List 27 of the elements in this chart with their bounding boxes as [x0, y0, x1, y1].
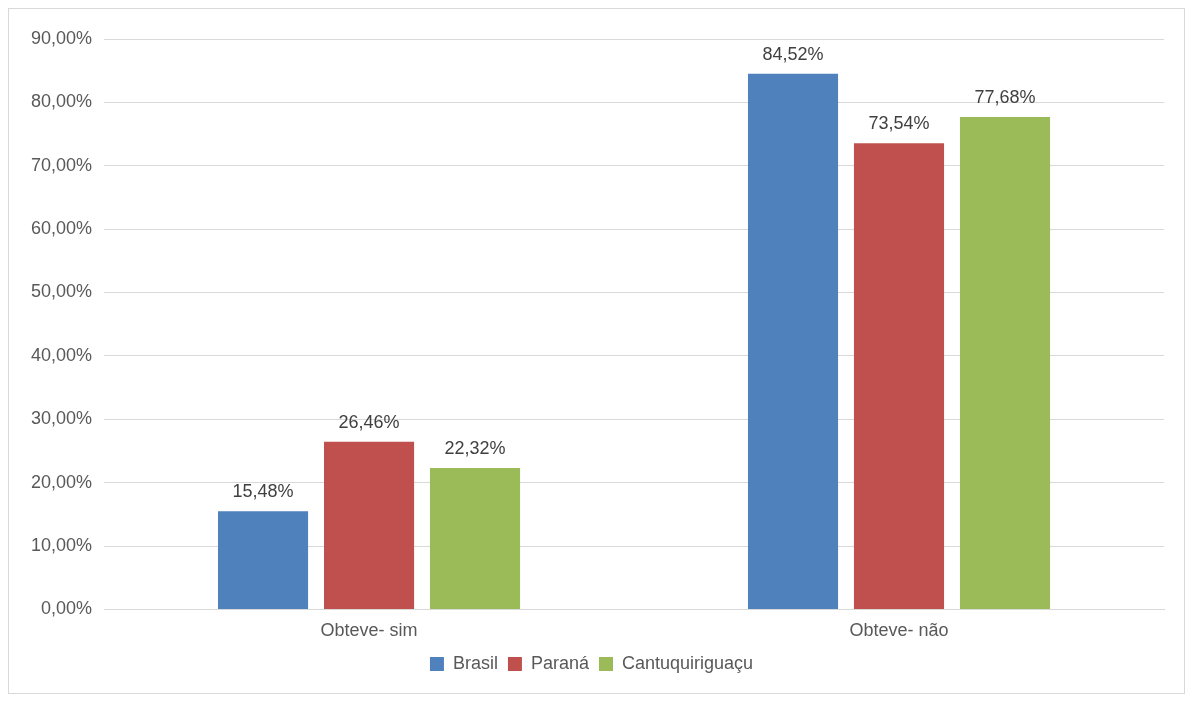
- data-label: 73,54%: [868, 113, 930, 134]
- bar: [429, 467, 521, 609]
- y-tick-label: 80,00%: [30, 91, 93, 112]
- y-tick-label: 60,00%: [30, 218, 93, 239]
- bar: [853, 143, 945, 609]
- data-label: 77,68%: [974, 87, 1036, 108]
- bar: [217, 511, 309, 609]
- data-label: 15,48%: [232, 481, 294, 502]
- y-tick-label: 50,00%: [30, 281, 93, 302]
- y-tick-label: 30,00%: [30, 408, 93, 429]
- y-tick-label: 40,00%: [30, 344, 93, 365]
- bar: [747, 73, 839, 609]
- bar: [959, 117, 1051, 609]
- data-label: 84,52%: [762, 43, 824, 64]
- legend-label: Brasil: [452, 652, 498, 673]
- x-tick-label: Obteve- sim: [320, 620, 418, 641]
- y-tick-label: 10,00%: [30, 534, 93, 555]
- data-label: 22,32%: [444, 437, 506, 458]
- bar: [323, 441, 415, 609]
- y-tick-label: 90,00%: [30, 27, 93, 48]
- y-tick-label: 0,00%: [41, 598, 93, 619]
- data-label: 26,46%: [338, 411, 400, 432]
- legend-label: Paraná: [530, 652, 590, 673]
- legend-label: Cantuquiriguaçu: [621, 652, 754, 673]
- y-tick-label: 70,00%: [30, 154, 93, 175]
- y-tick-label: 20,00%: [30, 471, 93, 492]
- x-tick-label: Obteve- não: [849, 620, 949, 641]
